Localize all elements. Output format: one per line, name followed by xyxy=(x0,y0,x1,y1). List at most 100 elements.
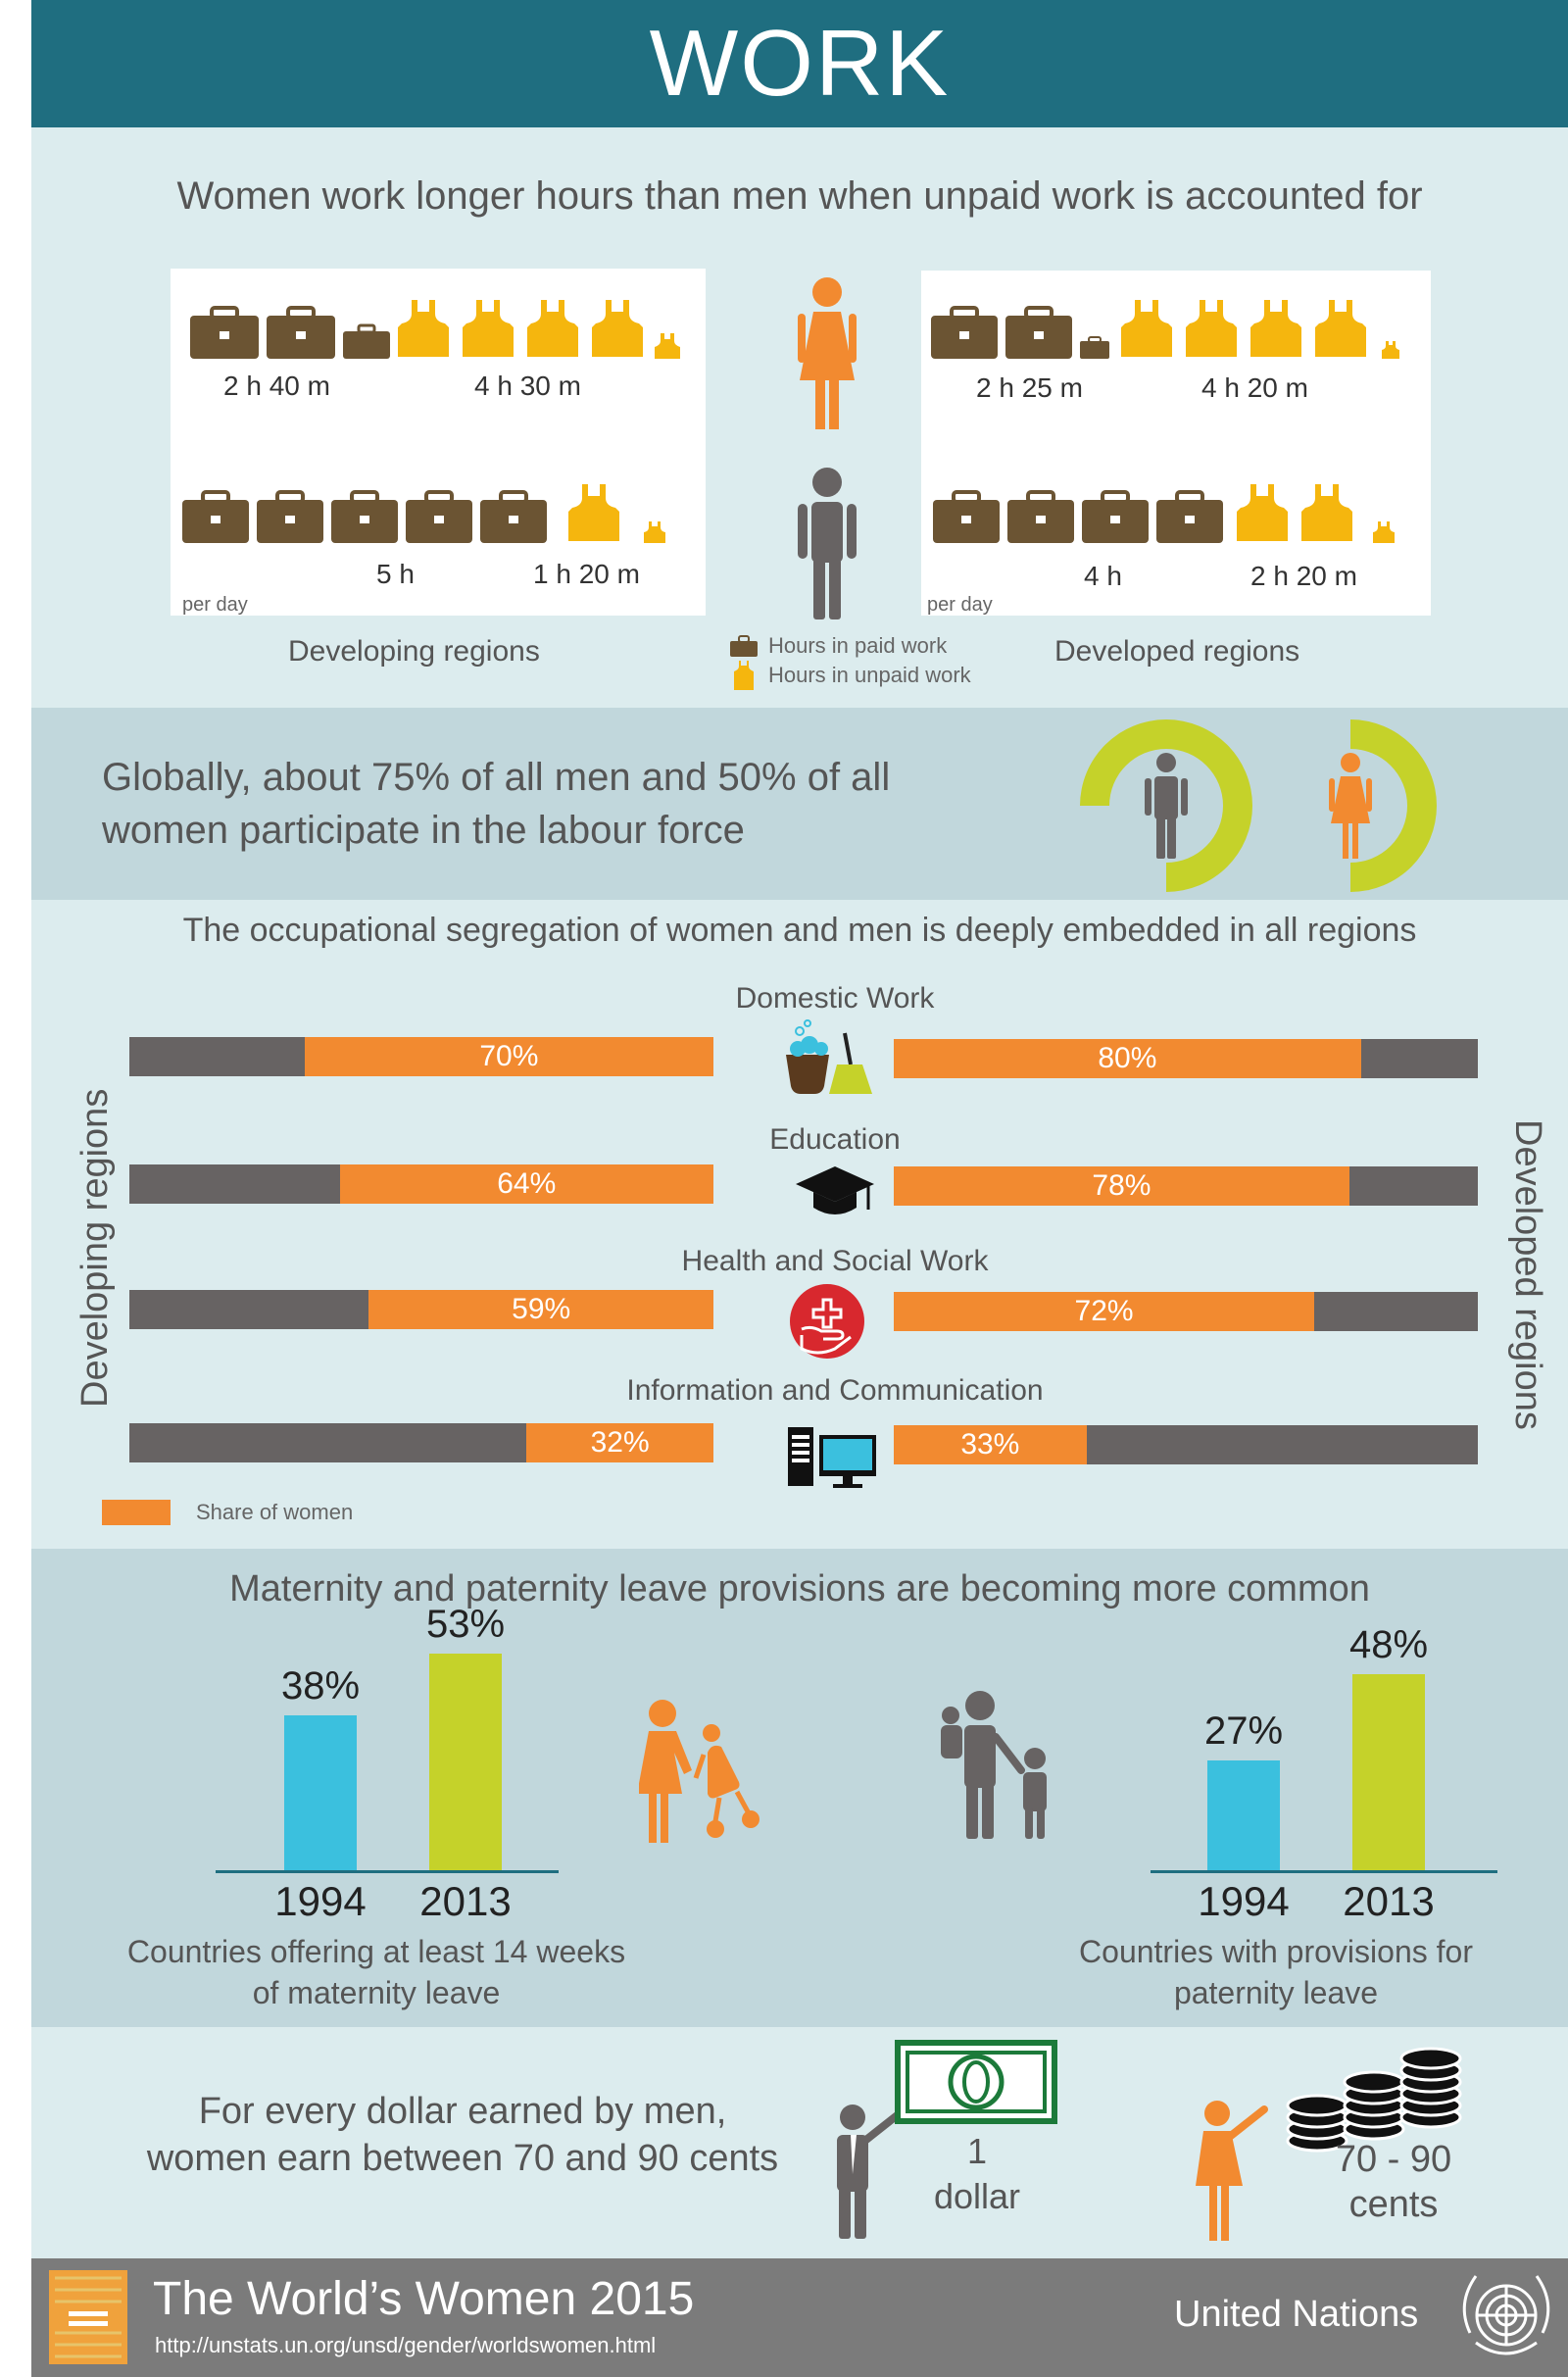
participation-arc xyxy=(1350,719,1437,892)
briefcase-small-icon xyxy=(1080,336,1109,359)
paternity-caption-line1: Countries with provisions for xyxy=(1079,1934,1473,1969)
page-title: WORK xyxy=(31,0,1568,127)
dollar-label-line2: dollar xyxy=(933,2176,1021,2216)
footer-title: The World’s Women 2015 xyxy=(153,2273,695,2325)
leave-bar-value: 27% xyxy=(1203,1708,1284,1753)
footer-url[interactable]: http://unstats.un.org/unsd/gender/worlds… xyxy=(155,2333,657,2357)
category-label: Health and Social Work xyxy=(681,1245,989,1277)
leave-bar-1994 xyxy=(284,1714,357,1870)
man-figure-icon xyxy=(1145,753,1188,859)
apron-icon xyxy=(1315,300,1366,357)
hours-section: Women work longer hours than men when un… xyxy=(31,127,1568,708)
developed-women-bar: 78% xyxy=(894,1166,1349,1206)
leave-section: Maternity and paternity leave provisions… xyxy=(31,1549,1568,2027)
leave-bar-2013 xyxy=(1352,1674,1425,1870)
woman-figure-icon xyxy=(798,277,857,429)
labour-text: Globally, about 75% of all men and 50% o… xyxy=(102,751,890,857)
category-label: Information and Communication xyxy=(626,1374,1044,1407)
man-pointing-icon xyxy=(837,2105,904,2239)
apron-icon xyxy=(527,300,578,357)
briefcase-icon xyxy=(933,490,1000,543)
apron-icon xyxy=(592,300,643,357)
devd-per-day-label: per day xyxy=(927,594,993,616)
leave-bar-value: 53% xyxy=(425,1603,506,1647)
men-participation-donut xyxy=(1080,719,1252,892)
briefcase-icon xyxy=(1005,306,1072,359)
apron-icon xyxy=(1121,300,1172,357)
leave-year-label: 2013 xyxy=(1343,1878,1435,1924)
computer-icon xyxy=(788,1427,876,1488)
developing-women-bar: 70% xyxy=(304,1037,713,1076)
labour-text-line1: Globally, about 75% of all men and 50% o… xyxy=(102,756,891,799)
leave-title: Maternity and paternity leave provisions… xyxy=(229,1568,1370,1609)
briefcase-icon xyxy=(1007,490,1074,543)
category-label: Domestic Work xyxy=(735,982,935,1015)
apron-small-icon xyxy=(655,333,680,359)
paternity-caption-line2: paternity leave xyxy=(1173,1975,1379,2010)
briefcase-icon xyxy=(257,490,323,543)
apron-icon xyxy=(568,484,619,541)
leave-year-label: 1994 xyxy=(1198,1878,1290,1924)
developed-women-bar: 80% xyxy=(894,1039,1361,1078)
developed-axis-label: Developed regions xyxy=(1507,1119,1548,1430)
footer-org: United Nations xyxy=(1174,2294,1419,2335)
apron-icon xyxy=(1237,484,1288,541)
dev-women-paid-label: 2 h 40 m xyxy=(223,371,330,401)
devd-men-paid-label: 4 h xyxy=(1084,561,1122,591)
leave-bar-value: 38% xyxy=(280,1663,361,1708)
developing-hours-panel: 2 h 40 m 4 h 30 m 5 h 1 h 20 m xyxy=(171,269,706,616)
cents-label: 70 - 90 cents xyxy=(1305,2137,1482,2227)
paternity-caption: Countries with provisions for paternity … xyxy=(1051,1931,1501,2013)
maternity-caption-line1: Countries offering at least 14 weeks xyxy=(126,1934,626,1969)
briefcase-icon xyxy=(1156,490,1223,543)
maternity-caption: Countries offering at least 14 weeks of … xyxy=(102,1931,651,2013)
pay-text-line1: For every dollar earned by men, xyxy=(198,2091,727,2132)
graduation-cap-icon xyxy=(796,1166,874,1214)
health-care-icon xyxy=(790,1284,864,1359)
dev-men-unpaid-label: 1 h 20 m xyxy=(533,559,640,589)
developed-women-bar: 72% xyxy=(894,1292,1315,1331)
developing-women-bar: 64% xyxy=(339,1164,713,1204)
share-of-women-swatch xyxy=(102,1500,171,1525)
developing-regions-label: Developing regions xyxy=(288,635,540,668)
labour-section: Globally, about 75% of all men and 50% o… xyxy=(31,708,1568,900)
leave-bar-1994 xyxy=(1207,1759,1280,1870)
un-emblem-icon xyxy=(1462,2275,1550,2355)
briefcase-small-icon xyxy=(343,323,390,359)
legend-paid-label: Hours in paid work xyxy=(768,633,948,658)
segregation-section: The occupational segregation of women an… xyxy=(31,900,1568,1549)
apron-icon xyxy=(1301,484,1352,541)
briefcase-icon xyxy=(190,306,259,359)
briefcase-icon xyxy=(1082,490,1149,543)
dev-women-unpaid-label: 4 h 30 m xyxy=(474,371,581,401)
share-of-women-legend: Share of women xyxy=(196,1500,354,1524)
domestic-work-icon xyxy=(786,1019,872,1094)
developed-regions-label: Developed regions xyxy=(1054,635,1300,668)
apron-small-icon xyxy=(1373,521,1395,543)
worlds-women-logo-icon xyxy=(49,2270,127,2364)
developing-axis-label: Developing regions xyxy=(74,1088,116,1408)
apron-icon xyxy=(463,300,514,357)
dollar-label-line1: 1 xyxy=(966,2131,988,2171)
leave-bar-value: 48% xyxy=(1348,1623,1429,1666)
labour-text-line2: women participate in the labour force xyxy=(102,809,745,852)
woman-pointing-icon xyxy=(1196,2101,1268,2241)
segregation-title: The occupational segregation of women an… xyxy=(182,912,1417,949)
apron-icon xyxy=(1186,300,1237,357)
leave-bar-2013 xyxy=(429,1654,502,1870)
briefcase-icon xyxy=(480,490,547,543)
leave-year-label: 2013 xyxy=(419,1878,512,1924)
pay-text-line2: women earn between 70 and 90 cents xyxy=(146,2138,779,2179)
briefcase-icon xyxy=(406,490,472,543)
woman-figure-icon xyxy=(1329,753,1372,859)
briefcase-icon xyxy=(182,490,249,543)
dollar-bill-icon xyxy=(895,2040,1057,2124)
women-participation-donut xyxy=(1329,719,1437,892)
mother-with-stroller-icon xyxy=(639,1700,760,1843)
briefcase-icon xyxy=(267,306,335,359)
cents-label-line2: cents xyxy=(1348,2184,1439,2225)
infographic-page: WORK Women work longer hours than men wh… xyxy=(31,0,1568,2377)
hours-title: Women work longer hours than men when un… xyxy=(176,174,1423,218)
developing-women-icons xyxy=(190,300,680,359)
devd-women-paid-label: 2 h 25 m xyxy=(976,372,1083,403)
